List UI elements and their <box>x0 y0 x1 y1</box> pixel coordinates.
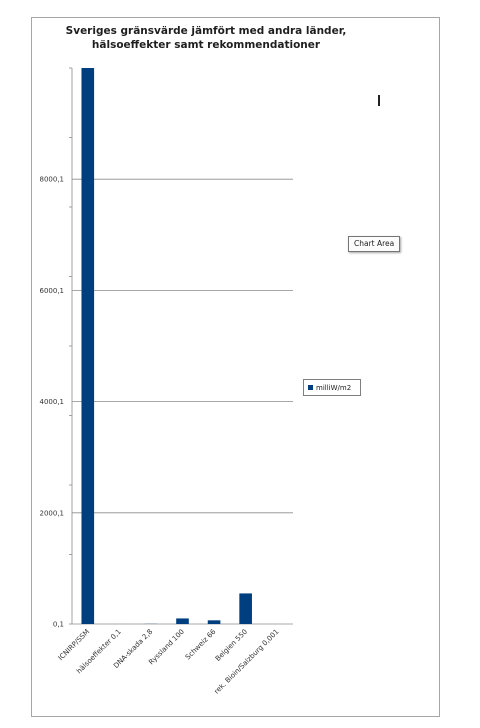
legend[interactable]: milliW/m2 <box>303 379 361 396</box>
y-tick-label: 4000,1 <box>40 398 65 406</box>
y-tick-label: 2000,1 <box>40 509 65 517</box>
bar <box>81 68 95 624</box>
y-tick-label: 8000,1 <box>40 176 65 184</box>
x-tick-label: rek. Bioin/Salzburg 0,001 <box>213 628 281 696</box>
chart-title: Sveriges gränsvärde jämfört med andra lä… <box>65 25 347 51</box>
text-cursor <box>378 95 380 106</box>
legend-swatch <box>308 385 313 390</box>
y-tick-label: 0,1 <box>53 620 64 628</box>
x-tick-label: ICNIRP/SSM <box>57 628 91 662</box>
bar <box>176 618 189 624</box>
bar <box>239 593 252 624</box>
y-tick-label: 6000,1 <box>40 287 65 295</box>
x-tick-label: Schweiz 66 <box>184 627 218 661</box>
chart-area-tooltip: Chart Area <box>348 236 401 252</box>
legend-label: milliW/m2 <box>316 383 352 392</box>
bar <box>207 620 221 624</box>
chart-area[interactable] <box>31 17 440 717</box>
